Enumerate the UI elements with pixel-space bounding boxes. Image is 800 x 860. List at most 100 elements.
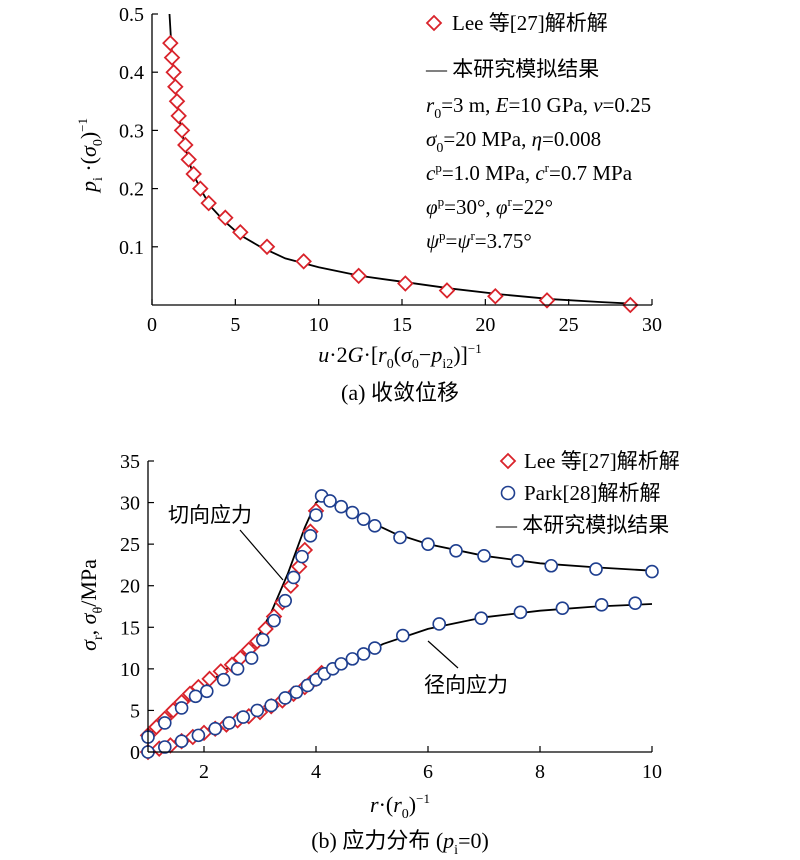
chart-b-park-point [222,716,236,730]
chart-a-y-tick-label: 0.2 [119,179,144,201]
chart-a-lee-point [192,180,209,197]
chart-a-lee-point [177,136,194,154]
chart-a-param-4: φp=30°, φr=22° [426,194,553,219]
chart-b-park-point [174,701,189,715]
chart-b-park-point [449,543,463,558]
chart-b-legend-lee-marker [499,452,517,470]
chart-b-park-point [367,641,382,655]
chart-a-lee-point [170,107,187,125]
chart-a-lee-point [487,287,504,305]
chart-b-park-point [345,652,360,666]
chart-b-y-tick-label: 30 [120,493,140,515]
chart-b-park-point [158,740,172,754]
chart-b-park-point [544,558,559,573]
chart-b-ylabel: σr, σθ/MPa [76,559,106,651]
chart-b-park-point [200,684,214,699]
chart-b-lee-point [201,670,218,688]
chart-a-y-tick-label: 0.3 [119,120,144,142]
chart-b-park-point [555,601,570,615]
chart-b-annotation-tangential-leader [239,529,284,581]
chart-a-y-tick-label: 0.4 [119,62,144,84]
chart-b-y-tick-label: 35 [120,451,140,473]
chart-b-legend-lee-label: Lee 等[27]解析解 [524,449,680,473]
chart-a-lee-point [295,253,312,270]
chart-b-park-point [230,662,245,676]
chart-a-x-tick-label: 10 [309,314,329,336]
chart-a-x-tick-label: 0 [147,314,157,336]
chart-a-lee-point [162,34,179,52]
chart-a-y-tick-label: 0.5 [119,4,144,26]
chart-b-park-point [303,529,318,543]
chart-b-annotation-tangential: 切向应力 [168,503,252,527]
chart-b-park-point [645,564,659,579]
chart-b-park-point [255,632,270,647]
chart-a-x-tick-label: 5 [230,314,240,336]
chart-b-x-tick-label: 4 [311,761,321,783]
chart-a-legend-sim-label: — 本研究模拟结果 [425,57,599,81]
chart-b-park-point [323,494,337,508]
chart-b-park-point [289,685,304,699]
chart-b-park-point [158,716,172,730]
chart-b-y-tick-label: 0 [130,742,140,764]
chart-a: 0 5 10 15 20 25 30 0.1 0.2 0.3 0.4 0.5 pi ·(σ0)−1 u… [75,4,662,405]
chart-b-park-point [188,689,203,704]
chart-b-park-point [278,691,293,705]
chart-b-x-tick-label: 8 [535,761,545,783]
chart-a-axes: 0 5 10 15 20 25 30 0.1 0.2 0.3 0.4 0.5 [119,4,662,336]
chart-a-legend: Lee 等[27]解析解 — 本研究模拟结果 [425,11,608,81]
chart-b-legend-park-marker [500,485,516,501]
chart-b-park-point [510,553,525,568]
chart-b-x-tick-label: 6 [423,761,433,783]
chart-a-lee-point [350,267,367,285]
chart-a-lee-point [200,194,217,212]
chart-b-y-tick-label: 5 [130,700,140,722]
chart-a-legend-lee-marker [425,14,443,32]
chart-b-park-point [356,647,371,661]
chart-a-xlabel: u·2G·[r0(σ0−pi2)]−1 [318,341,481,372]
chart-b-park-point [286,570,301,585]
chart-a-param-5: ψp=ψr=3.75° [426,228,532,253]
chart-a-ylabel: pi ·(σ0)−1 [75,118,106,194]
chart-a-lee-point [180,151,197,168]
chart-b-park-point [334,657,349,671]
chart-a-param-1: r0=3 m, E=10 GPa, ν=0.25 [426,93,651,122]
chart-a-x-tick-label: 15 [392,314,412,336]
chart-b-park-point [432,617,447,631]
chart-b-park-point [589,562,603,576]
chart-b-park-point [208,721,222,736]
chart-a-x-tick-label: 30 [642,314,662,336]
chart-b-park-point [513,605,528,620]
chart-b-park-point [367,519,382,533]
chart-a-lee-point [168,93,186,110]
chart-b-y-tick-label: 20 [120,576,140,598]
chart-b-annotation-radial-leader [427,640,459,669]
chart-b-park-point [278,593,293,608]
chart-a-x-tick-label: 20 [475,314,495,336]
chart-b-park-point [264,698,279,713]
chart-b: 2 4 6 8 10 0 5 10 15 20 25 30 35 σr, σθ/MPa r·(r0)−1… [76,449,680,858]
chart-b-y-tick-label: 15 [120,617,140,639]
chart-b-park-point [628,596,643,610]
chart-b-legend: Lee 等[27]解析解 Park[28]解析解 — 本研究模拟结果 [495,449,680,537]
chart-b-park-point [250,703,265,718]
chart-a-x-tick-label: 25 [559,314,579,336]
chart-b-x-tick-label: 10 [642,761,662,783]
chart-a-lee-point [167,78,184,96]
chart-a-lee-point [173,122,191,139]
chart-b-park-point [345,505,360,520]
chart-b-legend-park-label: Park[28]解析解 [524,481,660,505]
chart-b-park-point [309,508,323,522]
chart-b-park-point [334,499,349,514]
chart-a-lee-point [438,282,456,299]
chart-b-park-point [191,728,206,743]
chart-b-park-point [393,530,407,545]
chart-b-y-tick-label: 10 [120,659,140,681]
chart-b-park-point [477,548,491,563]
chart-a-lee-point [258,238,276,256]
chart-a-lee-point [538,292,556,309]
chart-b-park-point [236,710,250,724]
chart-a-marks [162,13,639,314]
chart-b-annotation-radial: 径向应力 [424,673,508,697]
chart-a-params: r0=3 m, E=10 GPa, ν=0.25 σ0=20 MPa, η=0.… [426,93,651,253]
